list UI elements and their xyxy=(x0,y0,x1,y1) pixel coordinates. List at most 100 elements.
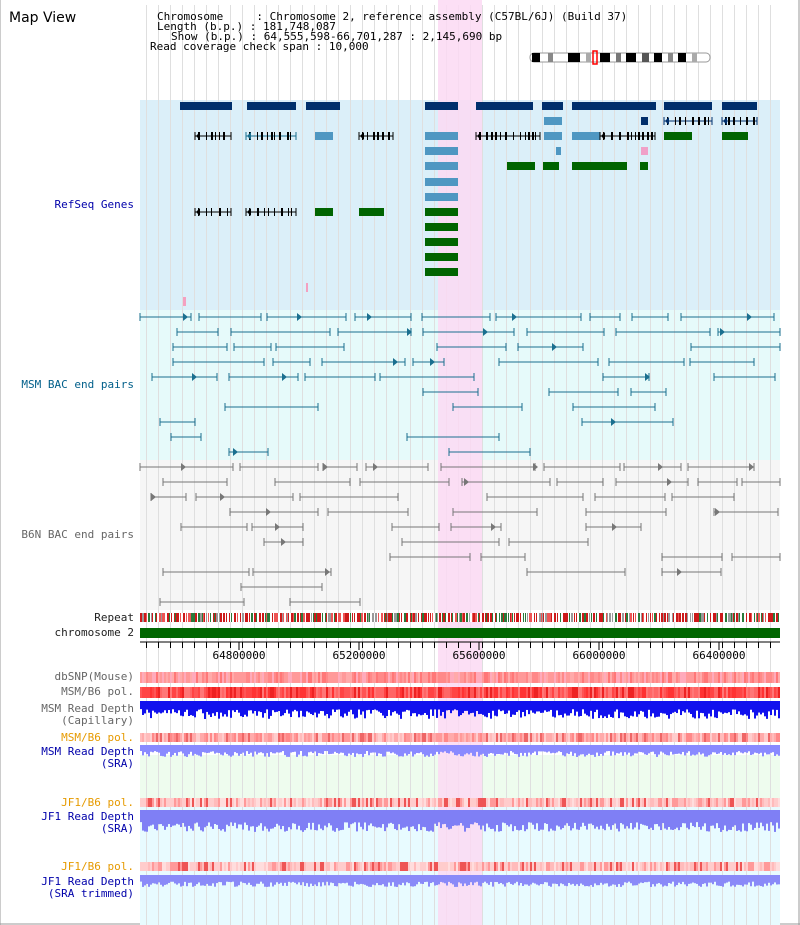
jf1-b6-pol-label[interactable]: JF1/B6 pol. xyxy=(61,796,134,809)
chromosome-ideogram[interactable] xyxy=(529,50,711,65)
heat-cell xyxy=(456,862,458,871)
msm-read-depth-capillary-label[interactable]: MSM Read Depth (Capillary) xyxy=(41,703,134,727)
repeat-element xyxy=(716,613,717,622)
heat-cell xyxy=(394,672,396,683)
bac-pair xyxy=(229,508,319,516)
heat-cell xyxy=(656,672,658,683)
b6n-bac-track[interactable] xyxy=(139,463,781,606)
heat-cell xyxy=(556,672,558,683)
jf1-read-depth-trimmed-track[interactable] xyxy=(140,875,780,887)
msm-bac-track[interactable] xyxy=(139,313,781,456)
msm-read-depth-sra-track[interactable] xyxy=(140,745,780,757)
repeat-element xyxy=(350,613,351,622)
heat-cell xyxy=(644,733,646,742)
heat-cell xyxy=(184,687,186,698)
repeat-element xyxy=(669,613,670,622)
jf1-b6-pol-trimmed-label[interactable]: JF1/B6 pol. xyxy=(61,860,134,873)
heat-cell xyxy=(288,798,290,807)
depth-bar xyxy=(256,810,258,827)
repeat-track[interactable] xyxy=(140,613,780,622)
bac-pair xyxy=(713,508,779,516)
refseq-gene-track[interactable] xyxy=(180,102,758,306)
heat-cell xyxy=(764,672,766,683)
repeat-element xyxy=(269,613,270,622)
heat-cell xyxy=(376,862,378,871)
heat-cell xyxy=(380,672,382,683)
chromosome-track[interactable] xyxy=(140,628,780,638)
depth-bar xyxy=(330,701,332,716)
msm-b6-pol-track[interactable] xyxy=(140,687,780,698)
repeat-element xyxy=(543,613,544,622)
repeat-element xyxy=(424,613,425,622)
jf1-read-depth-sra-label[interactable]: JF1 Read Depth (SRA) xyxy=(41,811,134,835)
heat-cell xyxy=(208,672,210,683)
dbsnp-track[interactable] xyxy=(140,672,780,683)
bac-end-marker xyxy=(720,328,725,336)
gene-block xyxy=(315,132,333,140)
depth-bar xyxy=(642,875,644,884)
heat-cell xyxy=(312,798,314,807)
depth-bar xyxy=(174,745,176,753)
depth-bar xyxy=(376,745,378,757)
repeat-element xyxy=(334,613,335,622)
depth-bar xyxy=(182,745,184,754)
heat-cell xyxy=(590,862,592,871)
heat-cell xyxy=(424,733,426,742)
heat-cell xyxy=(530,672,532,683)
repeat-element xyxy=(746,613,747,622)
heat-cell xyxy=(458,798,460,807)
gene-block xyxy=(664,102,712,110)
msm-b6-pol-sra-track[interactable] xyxy=(140,733,780,742)
jf1-read-depth-sra-track[interactable] xyxy=(140,810,780,832)
depth-bar xyxy=(458,875,460,883)
depth-bar xyxy=(334,810,336,832)
heat-cell xyxy=(414,687,416,698)
depth-bar xyxy=(156,810,158,831)
heat-cell xyxy=(360,798,362,807)
heat-cell xyxy=(538,687,540,698)
msm-b6-pol-sra-label[interactable]: MSM/B6 pol. xyxy=(61,731,134,744)
depth-bar xyxy=(600,701,602,716)
heat-cell xyxy=(566,672,568,683)
heat-cell xyxy=(716,862,718,871)
msm-bac-end-pairs-label[interactable]: MSM BAC end pairs xyxy=(21,378,134,391)
heat-cell xyxy=(470,733,472,742)
repeat-element xyxy=(551,613,552,622)
heat-cell xyxy=(706,687,708,698)
heat-cell xyxy=(608,672,610,683)
depth-bar xyxy=(556,875,558,884)
refseq-genes-label[interactable]: RefSeq Genes xyxy=(54,198,134,211)
jf1-read-depth-trimmed-label[interactable]: JF1 Read Depth (SRA trimmed) xyxy=(41,876,134,900)
depth-bar xyxy=(248,745,250,754)
dbsnp-label[interactable]: dbSNP(Mouse) xyxy=(54,670,134,683)
depth-bar xyxy=(376,810,378,828)
jf1-b6-pol-trimmed-track[interactable] xyxy=(140,862,780,871)
depth-bar xyxy=(230,875,232,883)
repeat-element xyxy=(357,613,358,622)
heat-cell xyxy=(224,798,226,807)
msm-read-depth-sra-label[interactable]: MSM Read Depth (SRA) xyxy=(41,746,134,770)
depth-bar xyxy=(278,810,280,826)
b6n-bac-end-pairs-label[interactable]: B6N BAC end pairs xyxy=(21,528,134,541)
depth-bar xyxy=(342,875,344,883)
depth-bar xyxy=(486,875,488,884)
depth-bar xyxy=(650,875,652,887)
jf1-b6-pol-track[interactable] xyxy=(140,798,780,807)
msm-b6-pol-label[interactable]: MSM/B6 pol. xyxy=(61,685,134,698)
heat-cell xyxy=(696,687,698,698)
depth-bar xyxy=(166,875,168,885)
heat-cell xyxy=(206,862,208,871)
depth-bar xyxy=(522,810,524,826)
heat-cell xyxy=(428,798,430,807)
heat-cell xyxy=(454,862,456,871)
depth-bar xyxy=(140,810,142,823)
heat-cell xyxy=(204,862,206,871)
msm-read-depth-capillary-track[interactable] xyxy=(140,701,780,719)
heat-cell xyxy=(196,672,198,683)
heat-cell xyxy=(244,862,246,871)
depth-bar xyxy=(576,745,578,757)
depth-bar xyxy=(560,701,562,715)
depth-bar xyxy=(350,745,352,755)
heat-cell xyxy=(386,672,388,683)
